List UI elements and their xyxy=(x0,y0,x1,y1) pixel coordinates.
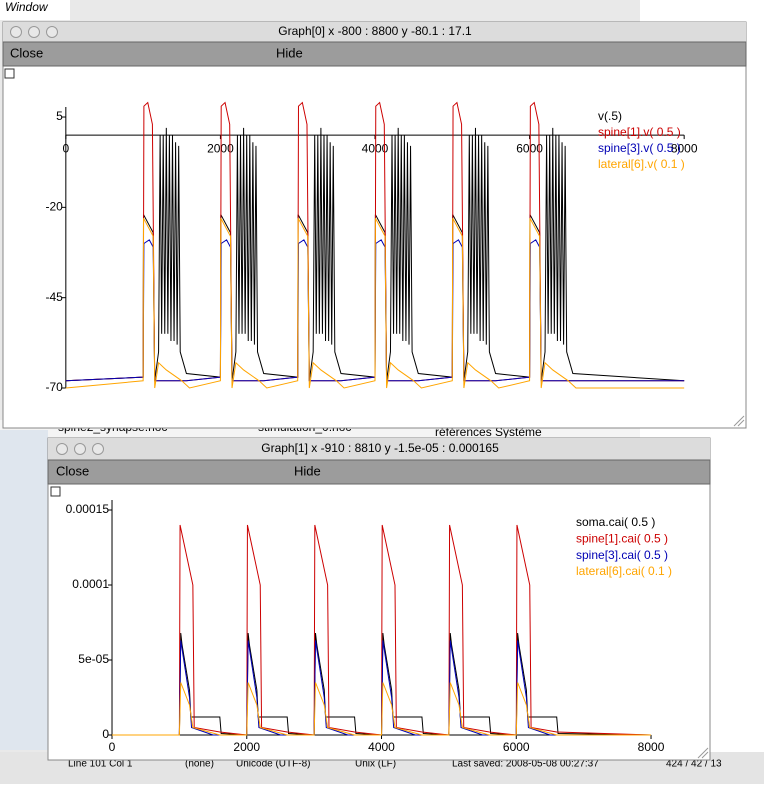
menu-item[interactable]: Close xyxy=(56,463,89,478)
minimize-button[interactable] xyxy=(28,26,40,38)
status-item: Last saved: 2008-05-08 00:27:37 xyxy=(452,759,599,770)
legend-entry: spine[3].cai( 0.5 ) xyxy=(576,548,668,562)
trace xyxy=(65,127,685,382)
legend-entry: spine[3].v( 0.5 ) xyxy=(598,141,681,155)
window-title: Graph[1] x -910 : 8810 y -1.5e-05 : 0.00… xyxy=(261,441,499,455)
plot: 0 2000 4000 6000 8000 0 5e-05 0.0001 0.00015 soma… xyxy=(66,500,672,754)
finder-sidebar xyxy=(0,430,48,750)
legend-entry: lateral[6].cai( 0.1 ) xyxy=(576,564,672,578)
menu-bar xyxy=(47,459,711,485)
resize-grip xyxy=(697,747,709,759)
window-title: Graph[0] x -800 : 8800 y -80.1 : 17.1 xyxy=(278,24,472,38)
resize-grip xyxy=(733,415,745,427)
y-tick-label: 0.0001 xyxy=(72,577,109,591)
status-item: (none) xyxy=(185,759,214,770)
status-item: Line 101 Col 1 xyxy=(68,759,133,770)
menu-item[interactable]: Hide xyxy=(276,45,303,60)
title-bar xyxy=(3,22,746,42)
checkbox[interactable] xyxy=(50,486,61,497)
x-tick-label: 2000 xyxy=(233,740,260,754)
x-tick-label: 6000 xyxy=(503,740,530,754)
zoom-button[interactable] xyxy=(46,26,58,38)
close-button[interactable] xyxy=(56,443,68,455)
legend-entry: lateral[6].v( 0.1 ) xyxy=(598,157,685,171)
status-item: Unix (LF) xyxy=(355,759,396,770)
graph-window: Graph[0] x -800 : 8800 y -80.1 : 17.1 Cl… xyxy=(2,21,747,429)
legend-entry: soma.cai( 0.5 ) xyxy=(576,515,655,529)
trace xyxy=(112,682,652,736)
legend-entry: spine[1].v( 0.5 ) xyxy=(598,125,681,139)
menu-bar xyxy=(2,41,747,67)
x-tick-label: 0 xyxy=(109,740,116,754)
legend-entry: v(.5) xyxy=(598,109,622,123)
y-tick-label: 0.00015 xyxy=(66,502,110,516)
graph-window: Graph[1] x -910 : 8810 y -1.5e-05 : 0.00… xyxy=(47,437,711,761)
menu-item[interactable]: Hide xyxy=(294,463,321,478)
x-tick-label: 4000 xyxy=(368,740,395,754)
x-tick-label: 8000 xyxy=(671,141,698,155)
close-button[interactable] xyxy=(10,26,22,38)
bg-window xyxy=(0,0,70,20)
y-tick-label: 5 xyxy=(56,109,63,123)
y-tick-label: -20 xyxy=(45,200,63,214)
x-tick-label: 8000 xyxy=(638,740,665,754)
x-tick-label: 0 xyxy=(62,141,69,155)
window-label: Window xyxy=(5,0,49,14)
window-frame xyxy=(2,21,747,429)
plot: 0 2000 4000 6000 8000-70-45-205 v(.5)spine[1]… xyxy=(45,101,698,394)
y-tick-label: 5e-05 xyxy=(78,652,109,666)
prefs-label: références Système xyxy=(435,425,542,439)
status-item: 424 / 42 / 13 xyxy=(666,759,722,770)
title-bar xyxy=(48,438,710,460)
y-tick-label: -45 xyxy=(45,290,63,304)
legend-entry: spine[1].cai( 0.5 ) xyxy=(576,531,668,545)
y-tick-label: -70 xyxy=(45,380,63,394)
zoom-button[interactable] xyxy=(92,443,104,455)
checkbox[interactable] xyxy=(4,68,15,79)
minimize-button[interactable] xyxy=(74,443,86,455)
window-frame xyxy=(47,437,711,761)
trace xyxy=(65,217,685,389)
trace xyxy=(65,239,685,382)
y-tick-label: 0 xyxy=(102,727,109,741)
menu-item[interactable]: Close xyxy=(10,45,43,60)
status-item: Unicode (UTF-8) xyxy=(236,759,310,770)
